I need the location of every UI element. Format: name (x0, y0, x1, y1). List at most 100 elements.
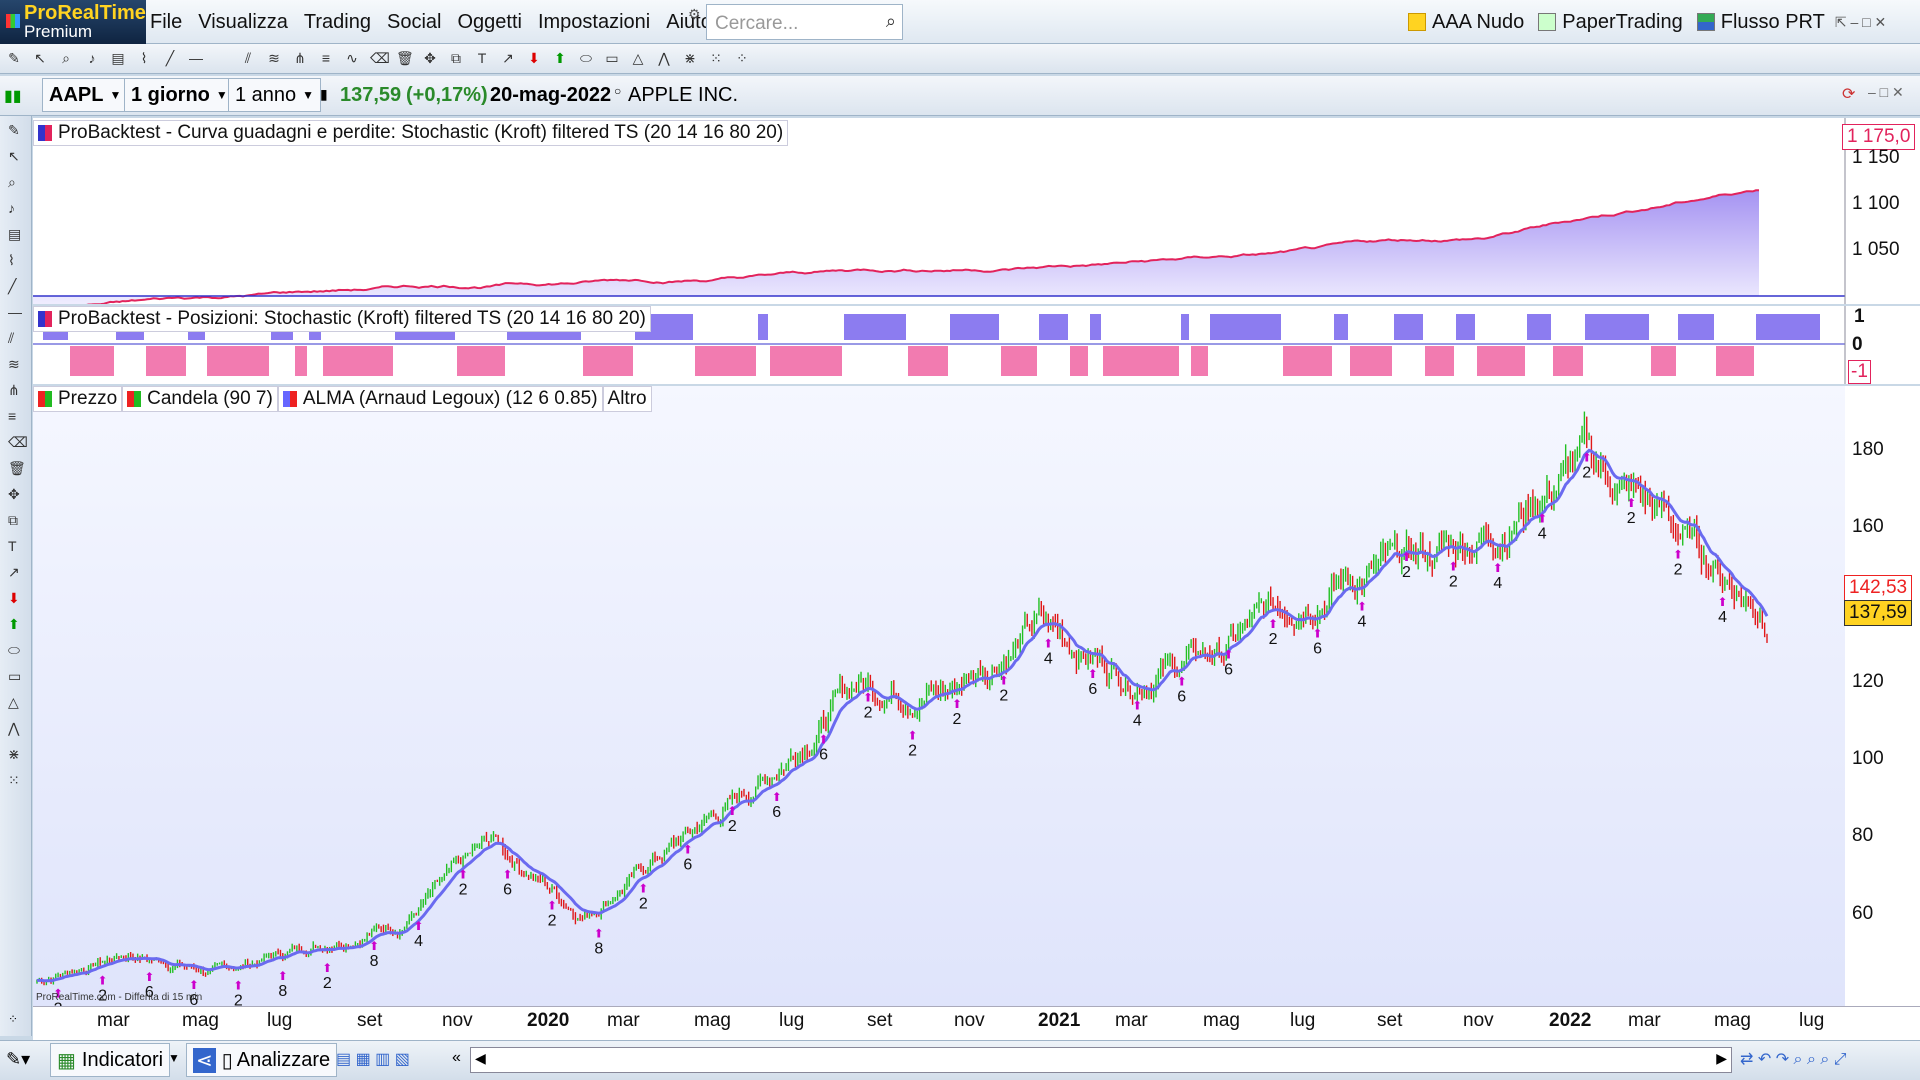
pattern-icon[interactable]: ⌇ (140, 50, 148, 66)
long-position-bar (1210, 314, 1281, 340)
sell-arrow-icon[interactable]: ⬇ (8, 590, 20, 606)
time-axis[interactable] (33, 1006, 1920, 1040)
ticker-selector[interactable]: AAPL ▼ (42, 78, 129, 112)
pencil-icon[interactable]: ✎ (8, 50, 20, 66)
ruler-icon[interactable]: ▤ (8, 226, 22, 242)
price-chart[interactable]: 2⬆2⬆6⬆6⬆2⬆8⬆2⬆8⬆4⬆2⬆6⬆2⬆8⬆2⬆6⬆2⬆6⬆6⬆2⬆2⬆… (33, 386, 1845, 1006)
channel-icon[interactable]: ⫽ (244, 50, 252, 66)
ruler-icon[interactable]: ▤ (111, 50, 125, 66)
menu-settings[interactable]: Impostazioni (537, 10, 651, 33)
copy-icon[interactable]: ⧉ (451, 50, 461, 66)
trendline-icon[interactable]: ╱ (8, 278, 17, 294)
zoom-icon[interactable]: ⌕ (62, 50, 70, 66)
search-icon[interactable]: ⌕ (885, 11, 896, 31)
price-change: (+0,17%) (406, 84, 488, 106)
move-icon[interactable]: ✥ (8, 486, 20, 502)
interval-selector[interactable]: 1 giorno ▼ (124, 78, 235, 112)
cycles-icon[interactable]: ⁙ (710, 50, 722, 66)
scroll-left-icon[interactable]: ◀ (475, 1050, 486, 1066)
text-icon[interactable]: T (477, 50, 487, 66)
pattern-icon[interactable]: ⌇ (8, 252, 15, 268)
pencil-menu-icon[interactable]: ✎▾ (6, 1049, 31, 1069)
grid-dots-icon[interactable]: ⁘ (736, 50, 748, 66)
buy-arrow-icon[interactable]: ⬆ (554, 50, 566, 66)
analyze-button[interactable]: ⋖ ▯ Analizzare (186, 1043, 338, 1077)
equity-title[interactable]: ProBacktest - Curva guadagni e perdite: … (33, 120, 789, 146)
cursor-icon[interactable]: ↖ (34, 50, 46, 66)
horizontal-line-icon[interactable]: — (189, 50, 203, 66)
prt-flow-button[interactable]: Flusso PRT (1696, 11, 1825, 34)
menu-objects[interactable]: Oggetti (457, 10, 522, 33)
wave-icon[interactable]: ∿ (346, 50, 358, 66)
zoom-icon[interactable]: ⌕ (8, 174, 16, 190)
fan-icon[interactable]: ⋇ (684, 50, 696, 66)
legend-other[interactable]: Altro (602, 386, 652, 412)
equity-curve-chart[interactable] (33, 118, 1920, 304)
legend-candle[interactable]: Candela (90 7) (122, 386, 278, 412)
menu-trading[interactable]: Trading (303, 10, 371, 33)
hline-icon[interactable]: — (8, 304, 22, 320)
scroll-right-icon[interactable]: ▶ (1716, 1050, 1727, 1066)
price-tick: 100 (1852, 748, 1884, 769)
zoom-controls-icons[interactable]: ⇄ ↶ ↷ ⌕ ⌕ ⌕ ⤢ (1740, 1051, 1847, 1068)
search-input[interactable]: Cercare... ⌕ (706, 4, 903, 40)
arrow-icon[interactable]: ↗ (502, 50, 514, 66)
eraser-icon[interactable]: ⌫ (370, 50, 390, 66)
cursor-icon[interactable]: ↖ (8, 148, 20, 164)
arrow-icon[interactable]: ↗ (8, 564, 20, 580)
app-logo[interactable]: ProRealTime Premium (0, 0, 146, 44)
alert-icon[interactable]: ♪ (8, 200, 15, 216)
panel-window-controls-icon[interactable]: – □ ✕ (1868, 84, 1904, 100)
trash-icon[interactable]: 🗑 (396, 50, 414, 66)
paper-trading-button[interactable]: PaperTrading (1538, 11, 1683, 34)
levels-icon[interactable]: ≡ (321, 50, 331, 66)
chevron-down-icon[interactable]: ▼ (168, 1051, 180, 1065)
menu-help[interactable]: Aiuto (666, 10, 712, 33)
legend-price[interactable]: Prezzo (33, 386, 123, 412)
account-selector[interactable]: AAA Nudo (1408, 11, 1524, 34)
alert-bell-icon[interactable]: ♪ (88, 50, 96, 66)
cycles-icon[interactable]: ⁙ (8, 772, 20, 788)
channel-icon[interactable]: ⫽ (8, 330, 15, 346)
more-tools-icon[interactable]: ⁘ (8, 1012, 19, 1026)
trash-icon[interactable]: 🗑 (8, 460, 26, 476)
window-controls-icon[interactable]: ⇱ – □ ✕ (1834, 13, 1887, 30)
ellipse-icon[interactable]: ⬭ (580, 50, 592, 66)
pitchfork-icon[interactable]: ⋔ (294, 50, 306, 66)
tools-icons[interactable]: ▤ ▦ ▥ ▧ (336, 1051, 410, 1068)
eraser-icon[interactable]: ⌫ (8, 434, 28, 450)
indicators-button[interactable]: ▦ Indicatori (50, 1043, 171, 1077)
refresh-icon[interactable]: ⟳ (1842, 86, 1856, 103)
fibonacci-icon[interactable]: ≋ (268, 50, 280, 66)
triangle-icon[interactable]: △ (632, 50, 644, 66)
menu-file[interactable]: File (150, 10, 183, 33)
fan-icon[interactable]: ⋇ (8, 746, 20, 762)
menu-social[interactable]: Social (387, 10, 442, 33)
search-options-icon[interactable]: ⚙ (688, 6, 701, 22)
buy-arrow-icon[interactable]: ⬆ (8, 616, 20, 632)
move-icon[interactable]: ✥ (424, 50, 436, 66)
triangle-icon[interactable]: △ (8, 694, 19, 710)
levels-icon[interactable]: ≡ (8, 408, 17, 424)
range-selector[interactable]: 1 anno ▼ (228, 78, 322, 112)
chart-type-icon[interactable]: ▮▮ (4, 88, 22, 105)
menu-view[interactable]: Visualizza (198, 10, 288, 33)
info-icon[interactable]: ▮ (320, 86, 328, 102)
sell-arrow-icon[interactable]: ⬇ (528, 50, 540, 66)
gann-fan-icon[interactable]: ⋀ (658, 50, 670, 66)
pitchfork-icon[interactable]: ⋔ (8, 382, 20, 398)
ellipse-icon[interactable]: ⬭ (8, 642, 20, 658)
positions-title[interactable]: ProBacktest - Posizioni: Stochastic (Kro… (33, 306, 651, 332)
gann-icon[interactable]: ⋀ (8, 720, 20, 736)
collapse-icon[interactable]: « (452, 1049, 461, 1066)
legend-alma[interactable]: ALMA (Arnaud Legoux) (12 6 0.85) (277, 386, 603, 412)
horizontal-scrollbar[interactable]: ◀ ▶ (470, 1047, 1732, 1073)
copy-icon[interactable]: ⧉ (8, 512, 18, 528)
fibonacci-icon[interactable]: ≋ (8, 356, 20, 372)
text-icon[interactable]: T (8, 538, 17, 554)
pencil-icon[interactable]: ✎ (8, 122, 20, 138)
rectangle-icon[interactable]: ▭ (8, 668, 22, 684)
rectangle-icon[interactable]: ▭ (605, 50, 619, 66)
trendline-icon[interactable]: ╱ (165, 50, 175, 66)
price-axis[interactable] (1845, 386, 1920, 1006)
